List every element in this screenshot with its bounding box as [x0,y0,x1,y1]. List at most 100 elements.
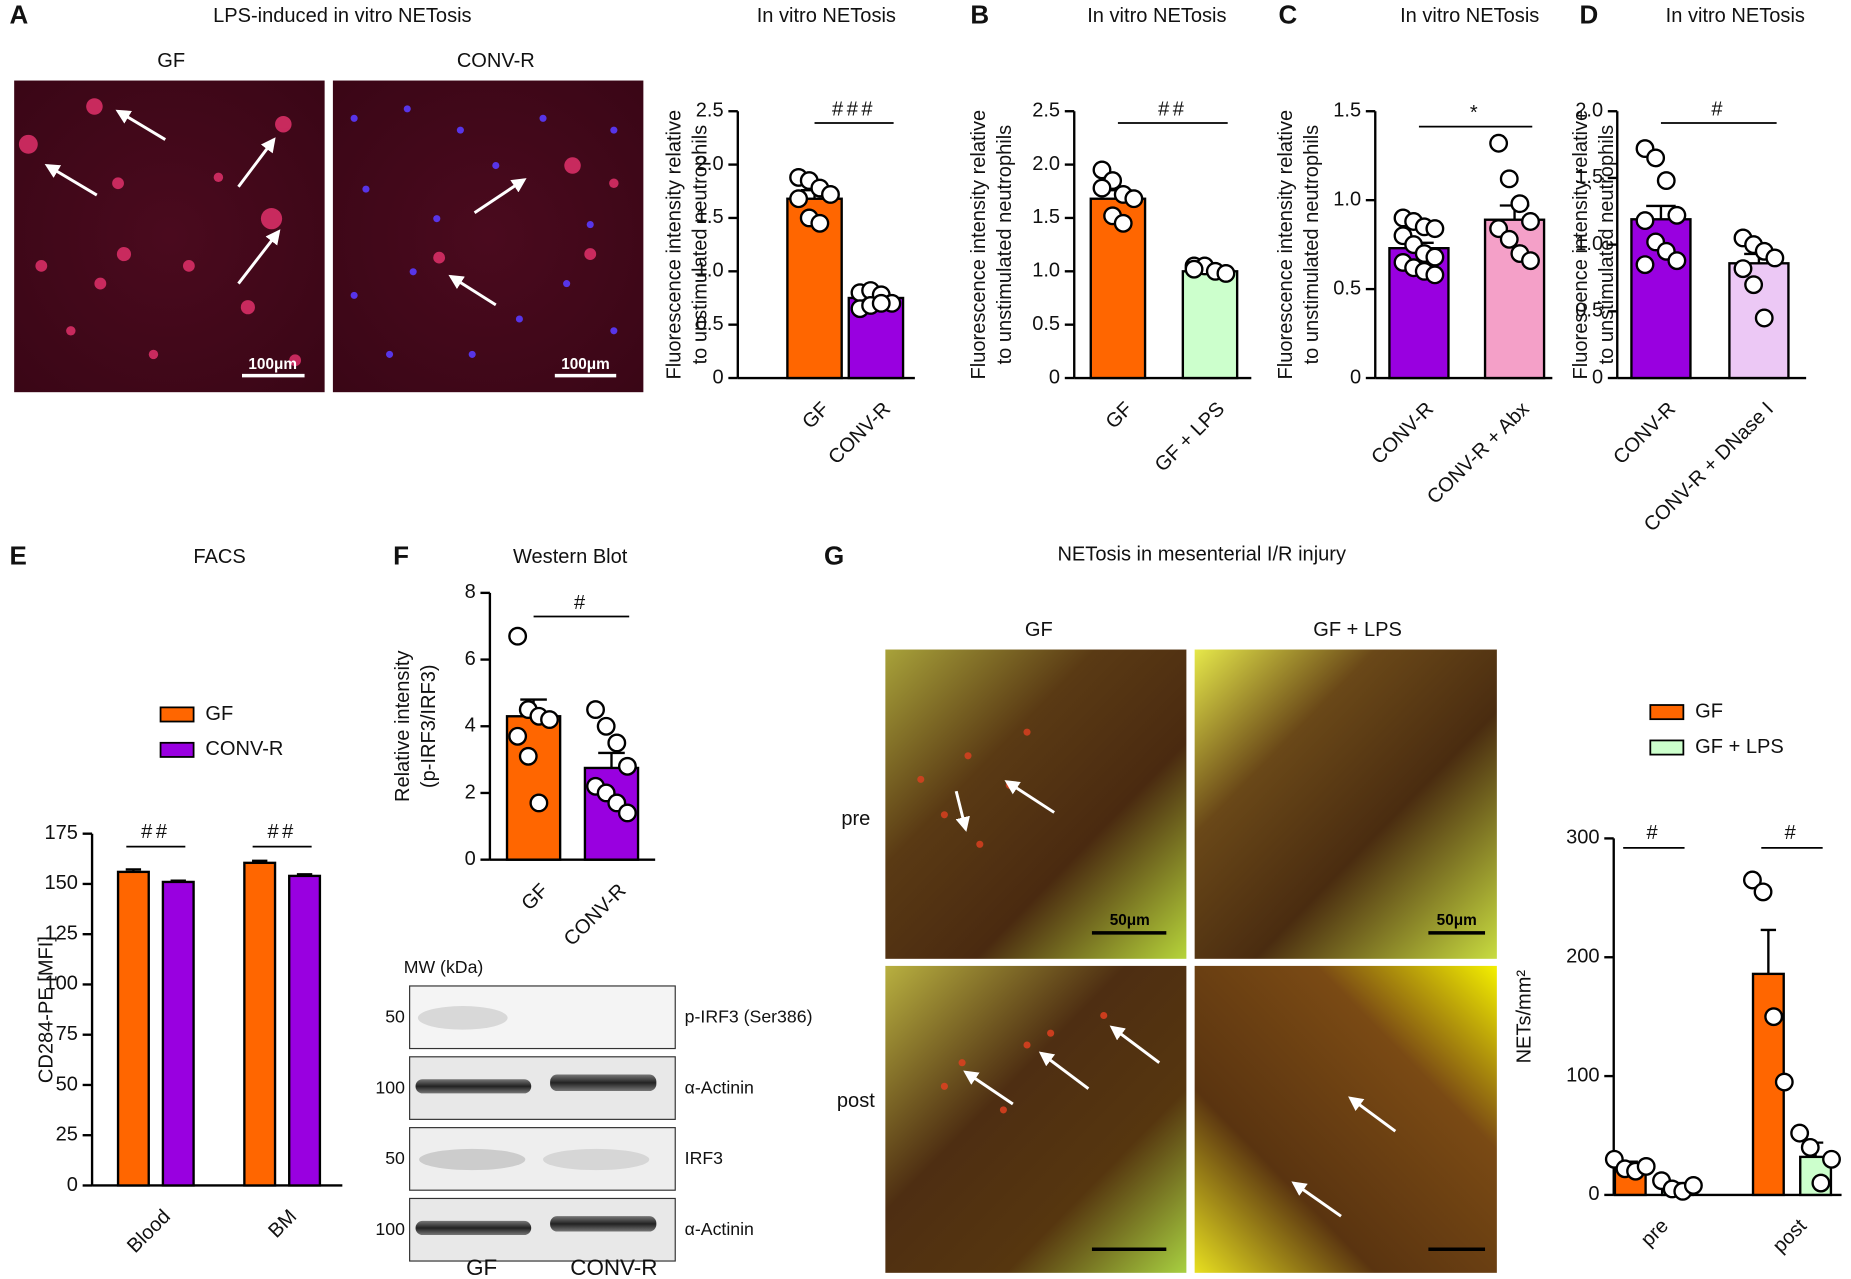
significance-label: ## [141,821,170,843]
data-point [508,726,528,746]
data-point [871,293,891,313]
x-tick-label: CONV-R + Abx [1423,398,1533,508]
data-point [1521,212,1540,231]
micrograph: 50μm [885,649,1187,959]
chart-title: Western Blot [513,546,628,568]
data-point [1800,1137,1820,1157]
error-bar [296,873,313,876]
panel-letter: F [393,540,409,570]
data-point [1667,205,1687,225]
error-bar [170,879,186,882]
micrograph-row-label: pre [841,808,870,830]
panel-letter: C [1278,0,1297,30]
y-tick-label: 4 [465,715,476,737]
data-point [518,746,538,766]
legend-label: GF [1695,700,1723,722]
y-tick-label: 0 [712,366,723,388]
significance-label: ## [267,821,296,843]
data-point [607,733,627,753]
y-axis-label: CD284-PE [MFI] [36,936,58,1083]
y-axis-label: to unstimulated neutrophils [994,125,1016,365]
significance-label: # [1785,822,1800,844]
y-tick-label: 200 [1566,946,1599,968]
x-tick-label: BM [264,1206,301,1243]
y-tick-label: 0 [1592,366,1603,388]
y-tick-label: 1.5 [1333,100,1361,122]
data-point [617,803,637,823]
data-point [1425,265,1445,285]
significance-label: ## [1158,98,1187,120]
y-tick-label: 2.0 [1032,153,1060,175]
micrograph-column-label: GF [157,50,185,72]
data-point [529,793,549,813]
y-tick-label: 1.0 [696,260,724,282]
scale-bar-label: 50μm [1110,912,1150,929]
data-point [1499,229,1519,249]
data-point [1790,1123,1810,1143]
error-bar [125,868,142,872]
western-blot [409,985,676,1262]
data-point [508,626,528,646]
y-tick-label: 1.5 [1032,206,1060,228]
micrograph-column-label: GF [1025,619,1053,641]
data-point [540,710,559,730]
y-tick-label: 0.5 [696,313,724,335]
x-tick-label: CONV-R [1609,398,1680,469]
y-tick-label: 1.0 [1032,260,1060,282]
panel-letter: G [824,540,844,570]
y-tick-label: 2.5 [696,100,724,122]
legend-label: CONV-R [205,738,283,760]
panel-letter: D [1579,0,1598,30]
y-tick-label: 1.0 [1575,233,1603,255]
y-tick-label: 75 [56,1023,78,1045]
data-point [1510,194,1530,214]
data-point [1646,148,1666,168]
blot-lane: GF [466,1255,497,1279]
data-point [1425,247,1445,267]
data-point [1521,251,1540,271]
data-point [1742,870,1762,890]
y-tick-label: 2.0 [1575,100,1603,122]
chart-title: In vitro NETosis [1400,5,1539,27]
y-tick-label: 0.5 [1333,277,1361,299]
micrograph [885,965,1187,1273]
y-tick-label: 1.5 [1575,166,1603,188]
significance-label: # [1711,98,1726,120]
data-point [1733,259,1753,279]
error-bar [252,859,268,863]
blot-label: α-Actinin [685,1219,754,1239]
y-tick-label: 0.5 [1575,300,1603,322]
x-tick-label: GF + LPS [1151,398,1229,476]
x-tick-label: GF [517,880,552,915]
data-point [1216,263,1236,283]
y-tick-label: 0 [1588,1183,1599,1205]
data-point [1636,1156,1656,1176]
y-tick-label: 100 [44,973,77,995]
y-tick-label: 50 [56,1073,78,1095]
data-point [1124,189,1144,209]
scale-bar-label: 100μm [561,356,610,373]
micrograph-title: LPS-induced in vitro NETosis [213,5,472,27]
data-point [1764,1007,1784,1027]
panel-letter: B [970,0,989,30]
panel-letter: A [9,0,28,30]
data-point [789,189,809,209]
y-tick-label: 2 [465,781,476,803]
y-axis-label: to unstimulated neutrophils [1596,125,1618,365]
blot-mw: 50 [385,1148,405,1168]
y-axis-label: Fluorescence intensity relative [664,110,686,380]
bar [116,870,150,1187]
x-tick-label: GF [798,398,833,433]
x-tick-label: CONV-R [1367,398,1438,469]
x-tick-label: post [1769,1215,1812,1258]
data-point [1753,882,1773,902]
y-axis-label: Relative intensity [392,650,414,802]
data-point [1683,1175,1703,1195]
y-tick-label: 8 [465,581,476,603]
data-point [586,700,605,720]
data-point [1113,213,1133,233]
blot-lane: CONV-R [570,1255,657,1279]
chart-title: In vitro NETosis [757,5,896,27]
significance-label: * [1470,102,1481,124]
